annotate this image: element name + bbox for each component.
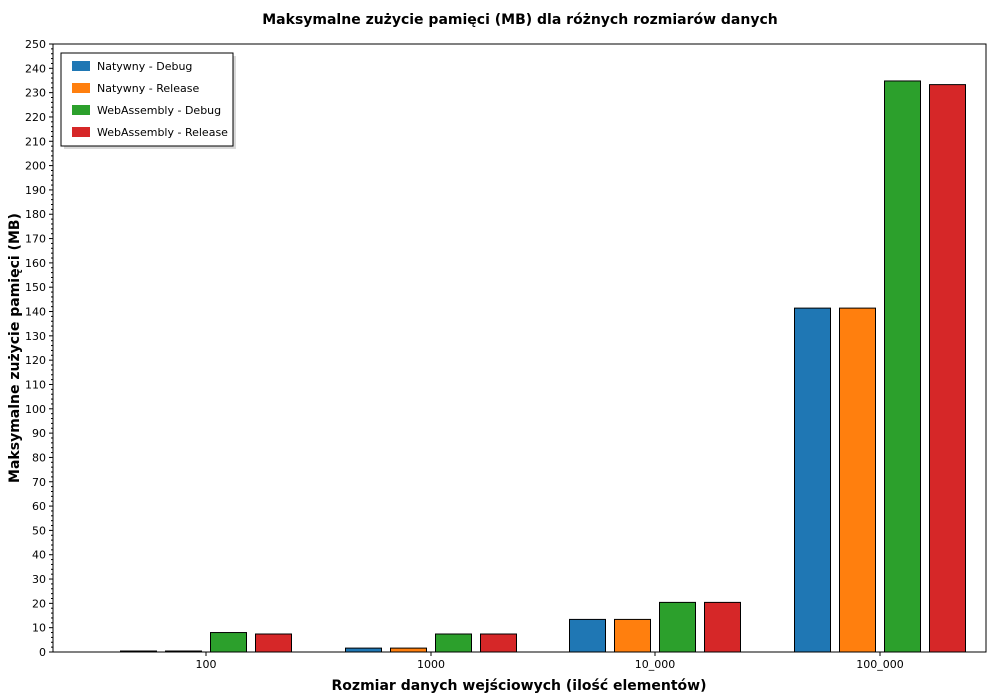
y-tick-label: 170 bbox=[25, 233, 46, 246]
legend-label: Natywny - Debug bbox=[97, 60, 192, 73]
x-tick-label: 1000 bbox=[417, 658, 445, 671]
y-tick-label: 230 bbox=[25, 87, 46, 100]
bar bbox=[345, 647, 382, 653]
y-tick-label: 70 bbox=[32, 476, 46, 489]
bar bbox=[884, 80, 921, 653]
legend-swatch bbox=[72, 61, 90, 71]
legend-swatch bbox=[72, 105, 90, 115]
legend: Natywny - Debug Natywny - Release WebAssem… bbox=[60, 52, 236, 149]
bar bbox=[480, 633, 517, 653]
y-tick-label: 190 bbox=[25, 184, 46, 197]
y-tick-label: 40 bbox=[32, 549, 46, 562]
y-tick-label: 200 bbox=[25, 160, 46, 173]
y-axis-title: Maksymalne zużycie pamięci (MB) bbox=[7, 213, 23, 483]
y-tick-label: 60 bbox=[32, 500, 46, 513]
bar bbox=[614, 618, 651, 653]
plot-area bbox=[52, 43, 987, 653]
bar bbox=[210, 632, 247, 653]
y-tick-label: 120 bbox=[25, 354, 46, 367]
bar bbox=[659, 601, 696, 653]
y-tick-label: 90 bbox=[32, 427, 46, 440]
chart-title: Maksymalne zużycie pamięci (MB) dla różn… bbox=[262, 12, 777, 28]
y-tick-label: 50 bbox=[32, 524, 46, 537]
bar bbox=[435, 633, 472, 653]
bar bbox=[120, 650, 157, 653]
bars-group bbox=[120, 80, 966, 653]
x-axis: 100 1000 10_000 100_000 bbox=[196, 652, 904, 671]
x-tick-label: 10_000 bbox=[635, 658, 676, 671]
y-tick-label: 20 bbox=[32, 597, 46, 610]
legend-label: WebAssembly - Debug bbox=[97, 104, 221, 117]
y-tick-label: 220 bbox=[25, 111, 46, 124]
bar bbox=[165, 650, 202, 653]
y-tick-label: 100 bbox=[25, 403, 46, 416]
bar bbox=[390, 647, 427, 653]
y-tick-label: 240 bbox=[25, 62, 46, 75]
legend-label: WebAssembly - Release bbox=[97, 126, 228, 139]
bar bbox=[929, 84, 966, 653]
y-tick-label: 0 bbox=[39, 646, 46, 659]
y-axis: 0 10 20 30 40 50 60 70 80 90 100 110 120 130 140 150 160… bbox=[25, 38, 53, 659]
y-tick-label: 140 bbox=[25, 306, 46, 319]
y-tick-label: 150 bbox=[25, 281, 46, 294]
bar bbox=[839, 307, 876, 653]
bar bbox=[255, 633, 292, 653]
y-tick-label: 10 bbox=[32, 622, 46, 635]
y-tick-label: 130 bbox=[25, 330, 46, 343]
y-tick-label: 160 bbox=[25, 257, 46, 270]
legend-label: Natywny - Release bbox=[97, 82, 199, 95]
y-tick-label: 180 bbox=[25, 208, 46, 221]
x-tick-label: 100_000 bbox=[856, 658, 904, 671]
y-tick-label: 30 bbox=[32, 573, 46, 586]
y-tick-label: 210 bbox=[25, 135, 46, 148]
bar bbox=[704, 601, 741, 653]
legend-swatch bbox=[72, 127, 90, 137]
x-axis-title: Rozmiar danych wejściowych (ilość elemen… bbox=[332, 678, 707, 694]
y-tick-label: 110 bbox=[25, 378, 46, 391]
bar bbox=[794, 307, 831, 653]
legend-items: Natywny - Debug Natywny - Release WebAssem… bbox=[72, 60, 228, 139]
bar bbox=[569, 618, 606, 653]
y-tick-label: 80 bbox=[32, 451, 46, 464]
x-tick-label: 100 bbox=[196, 658, 217, 671]
legend-swatch bbox=[72, 83, 90, 93]
y-tick-label: 250 bbox=[25, 38, 46, 51]
